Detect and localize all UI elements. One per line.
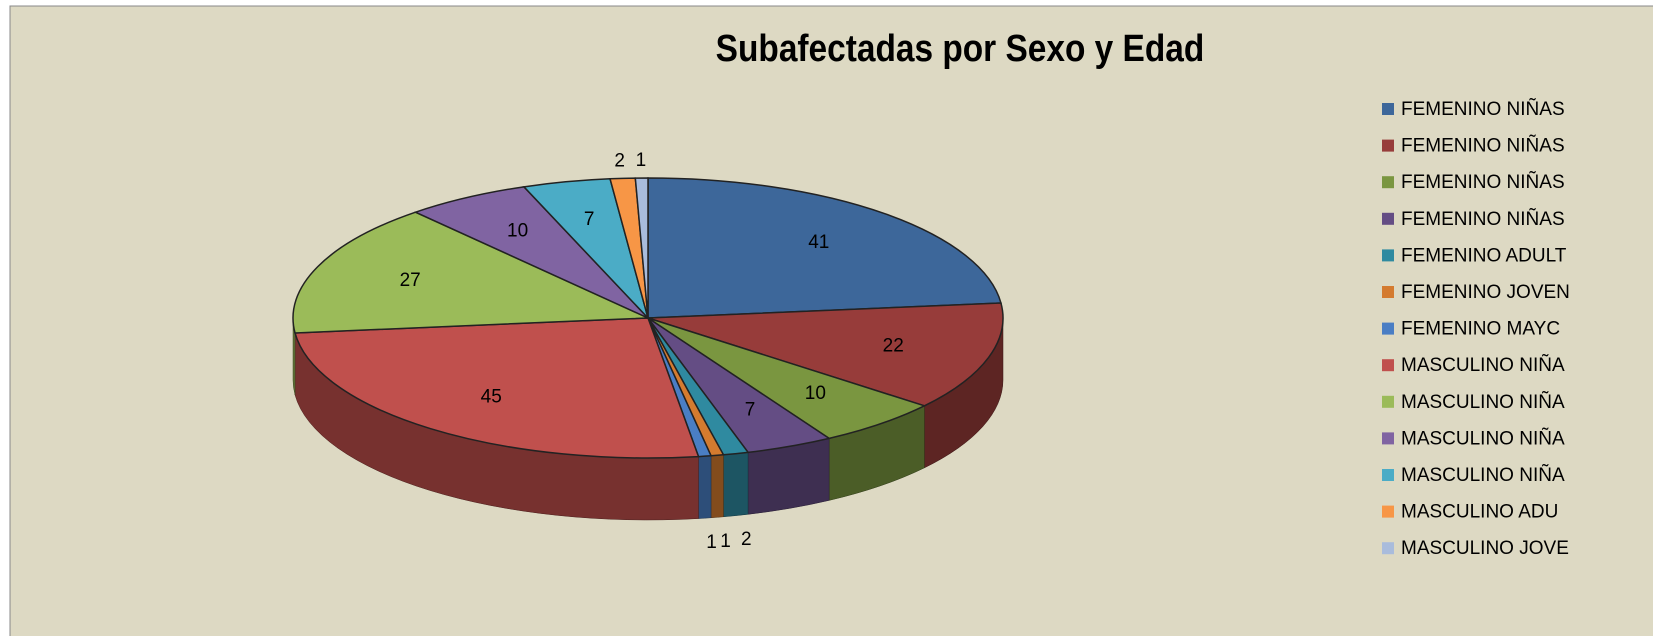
legend-swatch — [1382, 542, 1394, 555]
slice — [634, 177, 649, 319]
slice — [647, 317, 927, 440]
data-label: 7 — [584, 209, 595, 230]
legend-swatch — [1382, 432, 1394, 445]
data-label: 27 — [400, 270, 421, 291]
slice — [294, 317, 700, 459]
data-label: 1 — [720, 531, 731, 552]
slice — [647, 302, 1004, 407]
legend-label: FEMENINO ADULT — [1401, 245, 1567, 266]
data-label: 22 — [883, 335, 904, 356]
legend-swatch — [1382, 322, 1394, 335]
data-label: 1 — [706, 532, 717, 553]
slice-side — [710, 454, 724, 519]
legend-swatch — [1382, 469, 1394, 481]
legend-label: MASCULINO JOVE — [1401, 538, 1569, 559]
data-label: 10 — [805, 383, 826, 404]
legend-label: FEMENINO MAYC — [1401, 319, 1560, 340]
data-label: 10 — [507, 220, 528, 241]
legend-label: FEMENINO NIÑAS — [1401, 208, 1565, 230]
legend-swatch — [1382, 139, 1394, 152]
data-label: 7 — [745, 399, 756, 420]
legend-label: FEMENINO NIÑAS — [1401, 135, 1565, 157]
legend-swatch — [1382, 212, 1394, 225]
legend-swatch — [1382, 176, 1394, 189]
data-label: 1 — [636, 150, 647, 171]
slice — [413, 186, 649, 319]
legend-label: MASCULINO NIÑA — [1401, 354, 1565, 376]
legend-swatch — [1382, 286, 1394, 298]
slice-side — [698, 455, 712, 519]
data-label: 2 — [614, 151, 625, 172]
legend-swatch — [1382, 505, 1394, 518]
legend-label: FEMENINO NIÑAS — [1401, 98, 1565, 120]
legend-label: MASCULINO ADU — [1401, 502, 1558, 523]
legend-label: MASCULINO NIÑA — [1401, 464, 1565, 486]
legend-label: MASCULINO NIÑA — [1401, 427, 1565, 449]
legend-label: MASCULINO NIÑA — [1401, 391, 1565, 413]
data-label: 45 — [481, 387, 502, 408]
legend-swatch — [1382, 359, 1394, 372]
data-label: 2 — [741, 529, 752, 550]
slice — [647, 177, 1002, 319]
legend-swatch — [1382, 395, 1394, 408]
legend-label: FEMENINO NIÑAS — [1401, 171, 1565, 193]
legend-swatch — [1382, 103, 1394, 115]
legend-swatch — [1382, 249, 1394, 262]
slice — [292, 211, 649, 334]
slice-side — [723, 452, 749, 518]
legend-label: FEMENINO JOVEN — [1401, 282, 1570, 303]
chart-title: Subafectadas por Sexo y Edad — [716, 27, 1205, 69]
data-label: 41 — [808, 232, 829, 253]
